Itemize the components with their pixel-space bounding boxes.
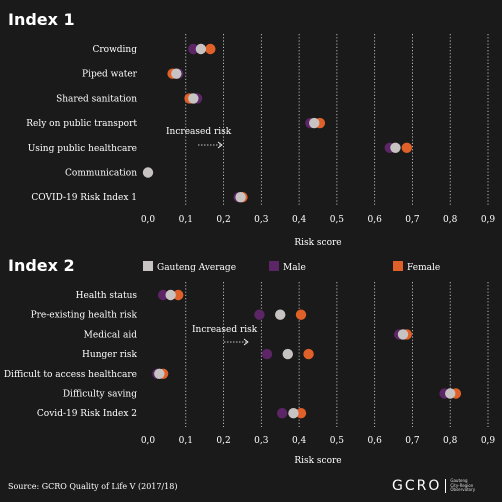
source-note: Source: GCRO Quality of Life V (2017/18) [8, 482, 178, 491]
x-tick-label: 0,5 [330, 215, 345, 225]
legend-swatch [269, 261, 279, 271]
dot-gauteng-average [282, 348, 293, 360]
x-tick-label: 0,1 [179, 436, 193, 446]
legend-label: Gauteng Average [157, 263, 236, 273]
x-tick-label: 0,4 [292, 215, 307, 225]
dot-gauteng-average [154, 368, 165, 379]
x-tick-label: 0,2 [216, 215, 230, 225]
dot-female [173, 289, 184, 301]
x-axis-label: Risk score [294, 238, 341, 248]
x-tick-label: 0,3 [254, 215, 269, 225]
logo-wordmark: GCRO [392, 478, 442, 494]
legend-swatch [143, 261, 153, 271]
x-tick-label: 0,2 [216, 436, 230, 446]
category-label: Rely on public transport [26, 119, 137, 129]
dot-female [295, 309, 307, 320]
category-label: Difficult to access healthcare [4, 370, 137, 380]
x-tick-label: 0,8 [443, 436, 458, 446]
dot-gauteng-average [390, 142, 401, 153]
category-label: Medical aid [84, 330, 138, 340]
x-tick-label: 0,9 [481, 436, 496, 446]
dot-female [205, 43, 216, 55]
gcro-logo: GCRO Gauteng City-Region Observatory [392, 478, 478, 494]
logo-subtitle-line: Observatory [450, 487, 476, 493]
category-label: Communication [65, 169, 137, 179]
dot-gauteng-average [275, 309, 286, 320]
dot-female [401, 142, 412, 153]
category-label: Shared sanitation [56, 94, 137, 104]
x-tick-label: 0,7 [405, 436, 420, 446]
x-tick-label: 0,6 [368, 215, 383, 225]
dot-female [303, 348, 314, 360]
dot-gauteng-average [288, 408, 299, 419]
x-tick-label: 0,7 [405, 215, 420, 225]
logo-subtitle-line: City-Region [450, 482, 474, 488]
dot-gauteng-average [397, 329, 409, 340]
legend-swatch [393, 261, 403, 271]
category-label: Covid-19 Risk Index 2 [37, 409, 137, 419]
x-tick-label: 0,9 [481, 215, 496, 225]
increased-risk-arrowhead [243, 338, 249, 346]
dot-male [254, 309, 265, 320]
category-label: COVID-19 Risk Index 1 [31, 193, 137, 203]
dot-gauteng-average [235, 192, 246, 203]
x-tick-label: 0,1 [179, 215, 193, 225]
legend-label: Female [407, 263, 440, 273]
logo-subtitle: Gauteng City-Region Observatory [450, 479, 478, 493]
dot-male [157, 289, 169, 301]
increased-risk-arrowhead [217, 141, 223, 149]
category-label: Pre-existing health risk [31, 311, 138, 321]
category-label: Hunger risk [82, 350, 137, 360]
legend-label: Male [283, 263, 306, 273]
dot-male [188, 43, 199, 55]
dot-gauteng-average [188, 93, 199, 104]
dot-gauteng-average [195, 43, 207, 55]
dot-gauteng-average [309, 117, 320, 129]
category-label: Crowding [92, 45, 137, 55]
category-label: Piped water [82, 70, 138, 80]
dot-gauteng-average [165, 289, 176, 301]
x-tick-label: 0,0 [141, 215, 156, 225]
x-axis-label: Risk score [294, 456, 341, 466]
x-tick-label: 0,3 [254, 436, 269, 446]
x-tick-label: 0,5 [330, 436, 345, 446]
dot-male [261, 348, 273, 360]
x-tick-label: 0,6 [368, 436, 383, 446]
dot-gauteng-average [445, 388, 456, 399]
dot-male [276, 408, 288, 419]
logo-divider [445, 479, 447, 493]
category-label: Difficulty saving [63, 390, 137, 400]
x-tick-label: 0,8 [443, 215, 458, 225]
index-2-title: Index 2 [8, 256, 75, 275]
dot-gauteng-average [142, 167, 154, 178]
category-label: Using public healthcare [28, 144, 137, 154]
logo-subtitle-line: Gauteng [450, 478, 468, 484]
dot-female [295, 408, 307, 419]
index-1-title: Index 1 [8, 10, 75, 29]
increased-risk-annotation: Increased risk [166, 127, 232, 137]
x-tick-label: 0,0 [141, 436, 156, 446]
category-label: Health status [76, 291, 138, 301]
x-tick-label: 0,4 [292, 436, 307, 446]
increased-risk-annotation: Increased risk [192, 325, 258, 335]
dot-gauteng-average [171, 68, 182, 79]
